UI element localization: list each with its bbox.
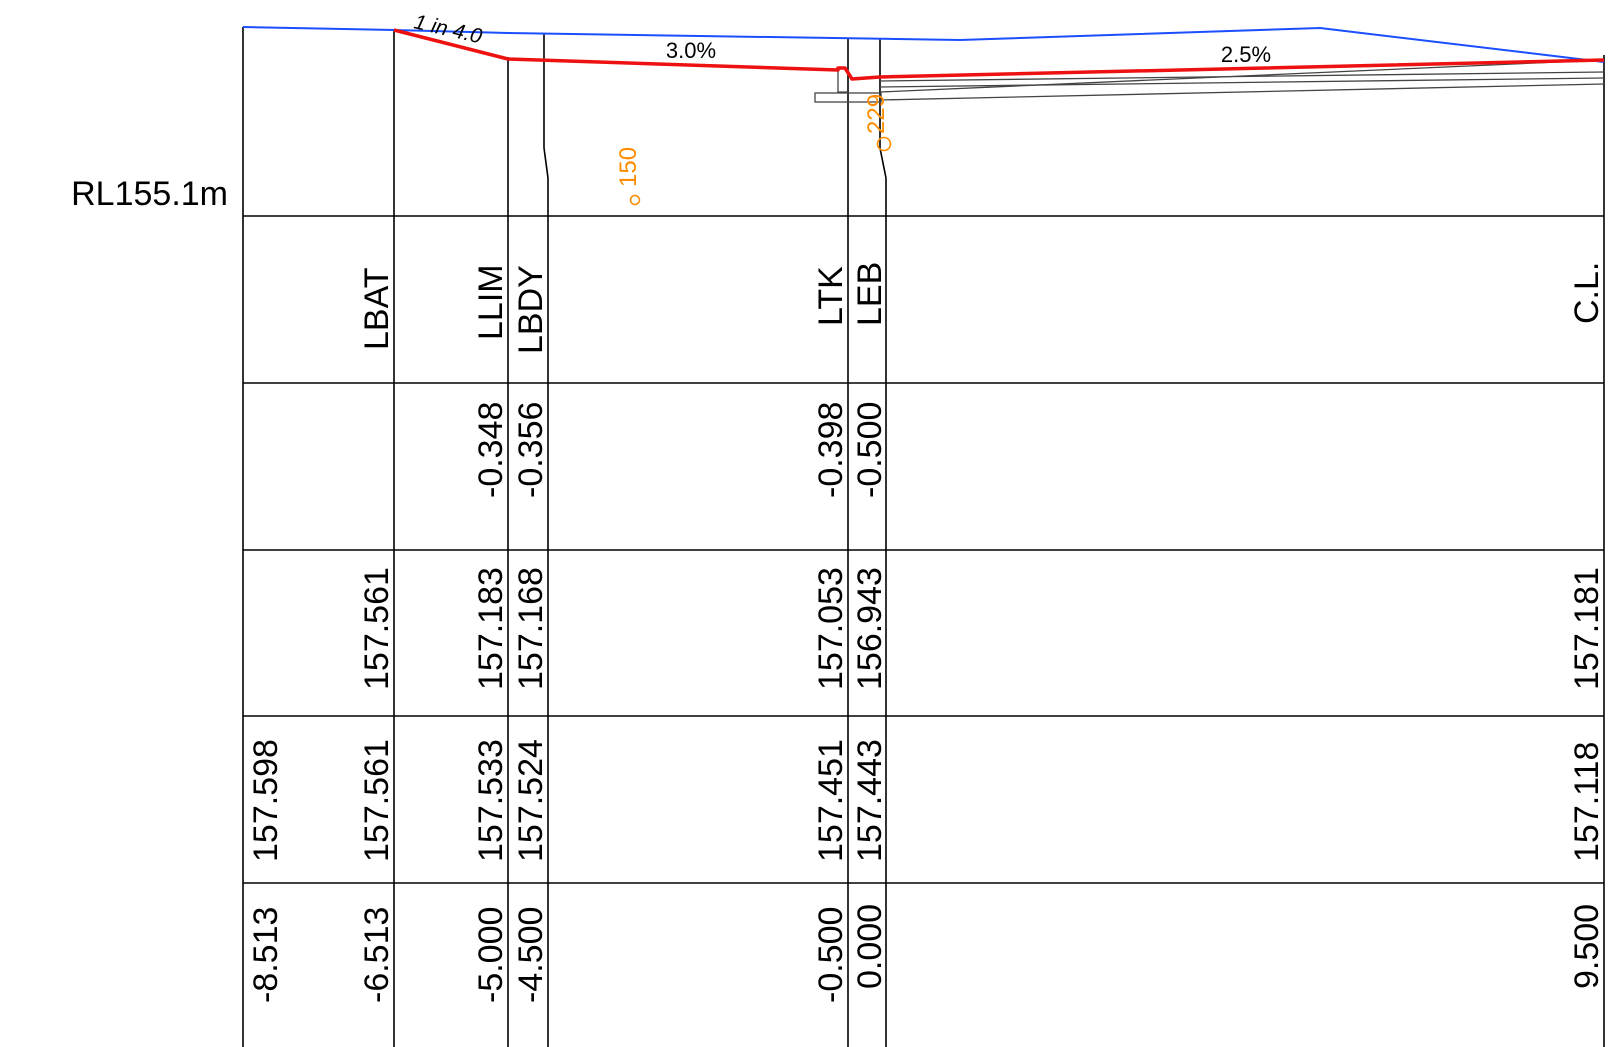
offset-cl: 9.500	[1568, 904, 1606, 989]
service-229: 229	[863, 94, 892, 152]
row-design-levels: 157.561 157.183 157.168 157.053 156.943 …	[358, 567, 1606, 690]
existing-level-start: 157.598	[247, 739, 285, 862]
code-lbat: LBAT	[358, 267, 396, 350]
offset-llim: -5.000	[472, 907, 510, 1003]
design-level-lbat: 157.561	[358, 567, 396, 690]
datum-label: RL155.1m	[71, 175, 228, 213]
existing-level-llim: 157.533	[472, 739, 510, 862]
service-229-label: 229	[863, 94, 890, 134]
design-level-llim: 157.183	[472, 567, 510, 690]
right-crossfall-label: 2.5%	[1221, 42, 1271, 67]
depth-leb: -0.500	[851, 402, 889, 498]
design-surface-line	[393, 28, 1605, 81]
row-existing-levels: 157.598 157.561 157.533 157.524 157.451 …	[247, 739, 1606, 862]
existing-surface-line	[242, 26, 1605, 63]
code-leb: LEB	[851, 262, 889, 326]
design-level-lbdy: 157.168	[512, 567, 550, 690]
row-point-codes: LBAT LLIM LBDY LTK LEB C.L.	[358, 262, 1606, 354]
data-table-grid	[242, 27, 1605, 1047]
existing-level-leb: 157.443	[851, 739, 889, 862]
offset-leb: 0.000	[851, 904, 889, 989]
left-crossfall-label: 3.0%	[666, 38, 716, 63]
row-offsets: -8.513 -6.513 -5.000 -4.500 -0.500 0.000…	[247, 904, 1606, 1003]
existing-level-cl: 157.118	[1568, 742, 1606, 862]
offset-lbat: -6.513	[358, 907, 396, 1003]
service-circle-icon	[876, 136, 892, 152]
depth-llim: -0.348	[472, 402, 510, 498]
code-llim: LLIM	[472, 264, 510, 340]
code-lbdy: LBDY	[512, 265, 550, 354]
offset-lbdy: -4.500	[512, 907, 550, 1003]
design-level-cl: 157.181	[1568, 567, 1606, 690]
existing-level-lbat: 157.561	[358, 739, 396, 862]
row-depths: -0.348 -0.356 -0.398 -0.500	[472, 402, 889, 498]
code-cl: C.L.	[1568, 262, 1606, 324]
pavement-layers	[814, 59, 1605, 103]
existing-level-ltk: 157.451	[812, 739, 850, 862]
offset-ltk: -0.500	[812, 907, 850, 1003]
depth-lbdy: -0.356	[512, 402, 550, 498]
service-150-label: 150	[615, 147, 642, 187]
service-circle-icon	[629, 194, 641, 206]
service-150: 150	[615, 147, 642, 206]
design-level-ltk: 157.053	[812, 567, 850, 690]
depth-ltk: -0.398	[812, 402, 850, 498]
offset-start: -8.513	[247, 907, 285, 1003]
design-level-leb: 156.943	[851, 567, 889, 690]
existing-level-lbdy: 157.524	[512, 739, 550, 862]
code-ltk: LTK	[812, 266, 850, 326]
